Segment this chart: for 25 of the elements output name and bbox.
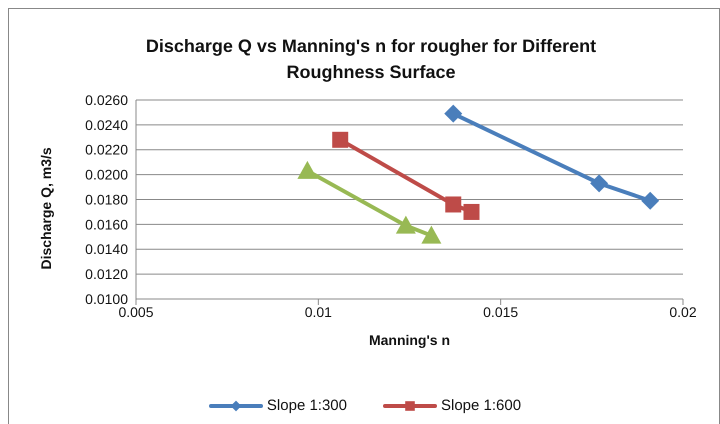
legend-label: Slope 1:300 bbox=[266, 397, 347, 414]
chart-title: Discharge Q vs Manning's n for rougher for Different Roughness Surface bbox=[144, 35, 598, 84]
point bbox=[396, 216, 416, 234]
point bbox=[463, 204, 480, 220]
point bbox=[590, 174, 608, 192]
y-tick-label: 0.0240 bbox=[85, 116, 128, 133]
point bbox=[641, 192, 660, 210]
x-tick-label: 0.015 bbox=[483, 304, 518, 320]
point bbox=[332, 132, 348, 148]
y-tick-label: 0.0160 bbox=[85, 216, 128, 232]
y-tick-label: 0.0260 bbox=[85, 92, 128, 108]
point bbox=[297, 160, 318, 179]
point bbox=[445, 196, 462, 212]
point bbox=[421, 226, 442, 244]
y-axis-title: Discharge Q, m3/s bbox=[38, 147, 54, 270]
y-tick-label: 0.0140 bbox=[85, 241, 128, 258]
point bbox=[444, 104, 462, 123]
x-tick-label: 0.02 bbox=[669, 304, 697, 320]
y-tick-label: 0.0200 bbox=[85, 166, 128, 183]
y-tick-label: 0.0180 bbox=[85, 191, 128, 208]
y-tick-label: 0.0120 bbox=[85, 266, 128, 282]
x-axis-title: Manning's n bbox=[368, 332, 450, 348]
x-tick-label: 0.01 bbox=[304, 304, 332, 320]
legend-label: Slope 1:600 bbox=[441, 397, 522, 414]
y-tick-label: 0.0220 bbox=[85, 142, 128, 158]
